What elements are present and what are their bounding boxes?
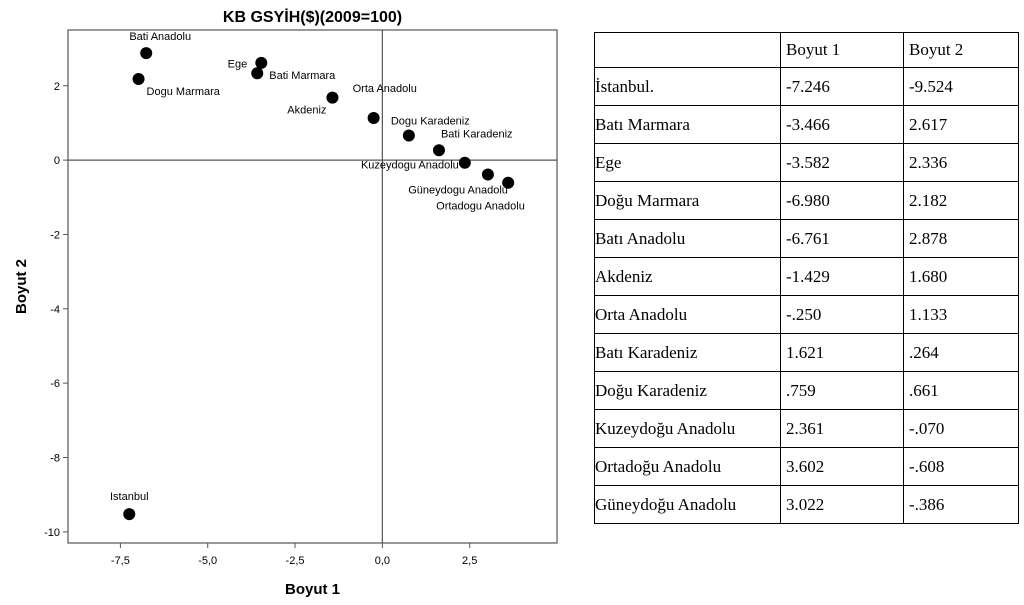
data-point-label: Ege: [228, 58, 248, 70]
y-axis-title: Boyut 2: [13, 259, 30, 314]
table-row: İstanbul. -7.246 -9.524: [594, 67, 1019, 106]
data-point: [140, 47, 153, 60]
table-row: Batı Karadeniz 1.621.264: [594, 333, 1019, 372]
table-cell-boyut2: 1.133: [903, 295, 1019, 334]
scatter-chart: KB GSYİH($)(2009=100) -10 -8 -6 -4 -2 0 2 -7,5 -5…: [13, 8, 558, 598]
data-point: [367, 111, 380, 124]
table-cell-region: Orta Anadolu: [594, 295, 781, 334]
plot-frame: [67, 29, 558, 544]
data-point: [458, 156, 471, 169]
data-point: [402, 129, 415, 142]
y-tick-label: -8: [50, 453, 60, 465]
y-tick-label: -10: [44, 527, 60, 539]
data-point: [251, 67, 264, 80]
data-point-label: Dogu Karadeniz: [391, 116, 470, 128]
table-header-cell: Boyut 2: [903, 32, 1019, 68]
table-cell-boyut1: -6.980: [780, 181, 904, 220]
data-point-label: Dogu Marmara: [147, 86, 221, 98]
x-tick-label: 0,0: [375, 555, 390, 567]
table-cell-region: Akdeniz: [594, 257, 781, 296]
data-point-label: Kuzeydogu Anadolu: [361, 160, 459, 172]
table-cell-boyut1: -6.761: [780, 219, 904, 258]
table-cell-boyut2: -.386: [903, 485, 1019, 524]
table-cell-boyut2: .264: [903, 333, 1019, 372]
x-tick-label: -5,0: [198, 555, 217, 567]
table-row: Doğu Marmara -6.980 2.182: [594, 181, 1019, 220]
table-cell-boyut2: 2.182: [903, 181, 1019, 220]
table-cell-boyut1: 3.022: [780, 485, 904, 524]
table-header-cell: Boyut 1: [780, 32, 904, 68]
table-cell-boyut1: -1.429: [780, 257, 904, 296]
table-cell-region: Doğu Karadeniz: [594, 371, 781, 410]
table-cell-boyut1: -.250: [780, 295, 904, 334]
data-point-label: Akdeniz: [287, 105, 326, 117]
scatter-plot-svg: KB GSYİH($)(2009=100) -10 -8 -6 -4 -2 0 2 -7,5 -5…: [13, 8, 558, 598]
table-row: Orta Anadolu -.250 1.133: [594, 295, 1019, 334]
table-cell-region: Güneydoğu Anadolu: [594, 485, 781, 524]
data-point-label: Ortadogu Anadolu: [436, 201, 525, 213]
data-point: [132, 72, 145, 85]
table-row: Batı Anadolu -6.761 2.878: [594, 219, 1019, 258]
table-cell-boyut2: .661: [903, 371, 1019, 410]
table-cell-boyut2: 1.680: [903, 257, 1019, 296]
table-cell-region: Batı Karadeniz: [594, 333, 781, 372]
coordinates-table: Boyut 1 Boyut 2 İstanbul. -7.246 -9.524 Bat…: [594, 32, 1019, 524]
data-point: [123, 508, 136, 521]
y-tick-label: -6: [50, 378, 60, 390]
data-point-label: Istanbul: [110, 491, 149, 503]
table-cell-boyut2: -.070: [903, 409, 1019, 448]
table-cell-boyut1: 3.602: [780, 447, 904, 486]
data-point-label: Orta Anadolu: [353, 83, 417, 95]
data-point-label: Bati Marmara: [269, 70, 336, 82]
chart-title: KB GSYİH($)(2009=100): [223, 8, 402, 26]
table-cell-boyut2: -.608: [903, 447, 1019, 486]
table-cell-boyut2: -9.524: [903, 67, 1019, 106]
table-cell-boyut1: 1.621: [780, 333, 904, 372]
data-point: [502, 176, 515, 189]
table-row: Güneydoğu Anadolu 3.022 -.386: [594, 485, 1019, 524]
table-cell-boyut2: 2.878: [903, 219, 1019, 258]
y-tick-label: -2: [50, 229, 60, 241]
table-cell-region: Ege: [594, 143, 781, 182]
table-row: Batı Marmara -3.466 2.617: [594, 105, 1019, 144]
table-row: Akdeniz -1.429 1.680: [594, 257, 1019, 296]
y-tick-label: 0: [54, 155, 60, 167]
y-tick-label: -4: [50, 304, 60, 316]
table-cell-boyut2: 2.336: [903, 143, 1019, 182]
data-point: [432, 144, 445, 157]
table-header-cell: [594, 32, 781, 68]
x-tick-label: -2,5: [286, 555, 305, 567]
x-axis-title: Boyut 1: [285, 581, 340, 598]
table-cell-boyut1: -3.582: [780, 143, 904, 182]
y-tick-label: 2: [54, 81, 60, 93]
table-cell-boyut1: -7.246: [780, 67, 904, 106]
table-row: Ege -3.582 2.336: [594, 143, 1019, 182]
data-point-label: Güneydogu Anadolu: [408, 184, 508, 196]
table-cell-boyut1: -3.466: [780, 105, 904, 144]
table-cell-boyut1: 2.361: [780, 409, 904, 448]
table-header-row: Boyut 1 Boyut 2: [594, 32, 1019, 68]
table-row: Kuzeydoğu Anadolu 2.361 -.070: [594, 409, 1019, 448]
table-cell-region: Batı Marmara: [594, 105, 781, 144]
data-point: [481, 168, 494, 181]
table-cell-region: Ortadoğu Anadolu: [594, 447, 781, 486]
data-point: [255, 56, 268, 69]
table-cell-region: Doğu Marmara: [594, 181, 781, 220]
table-cell-region: Kuzeydoğu Anadolu: [594, 409, 781, 448]
table-row: Ortadoğu Anadolu 3.602 -.608: [594, 447, 1019, 486]
x-tick-label: 2,5: [462, 555, 477, 567]
data-point: [326, 91, 339, 104]
table-cell-region: Batı Anadolu: [594, 219, 781, 258]
table-cell-boyut1: .759: [780, 371, 904, 410]
table-cell-region: İstanbul.: [594, 67, 781, 106]
x-tick-label: -7,5: [111, 555, 130, 567]
data-point-label: Bati Anadolu: [129, 31, 191, 43]
table-cell-boyut2: 2.617: [903, 105, 1019, 144]
data-point-label: Bati Karadeniz: [441, 128, 513, 140]
table-row: Doğu Karadeniz .759.661: [594, 371, 1019, 410]
